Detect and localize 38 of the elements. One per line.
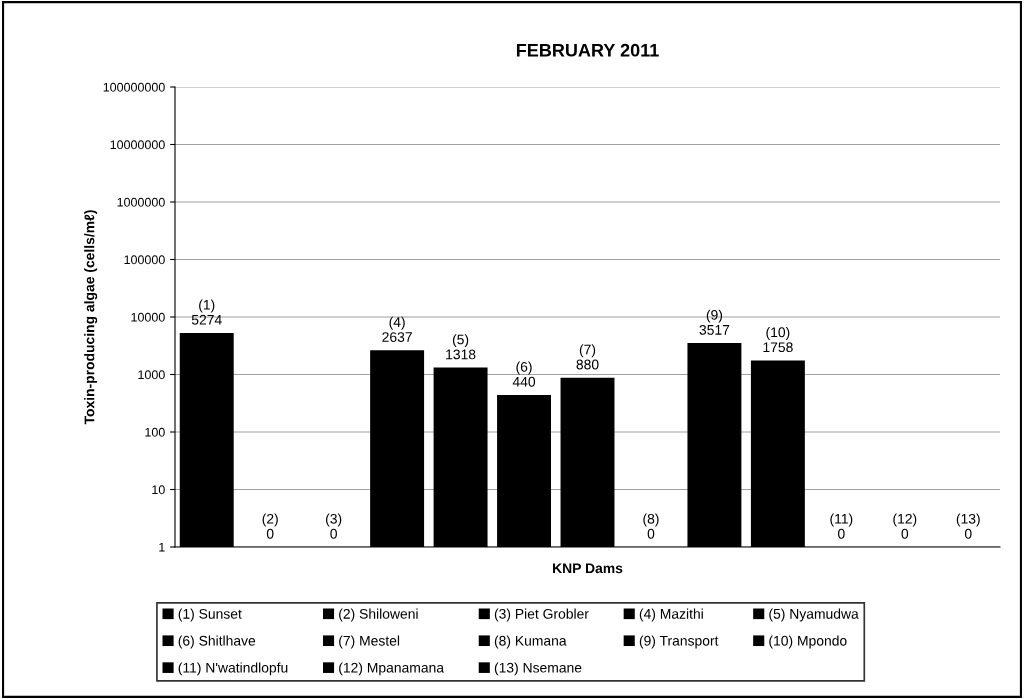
data-label: (6) 440 — [512, 361, 536, 387]
y-tick-label: 1 — [159, 542, 165, 552]
text: (2) 0 — [262, 513, 278, 539]
data-label: (4) 2637 — [382, 316, 412, 342]
legend-label: (10) Mpondo — [769, 635, 847, 649]
legend-label: (4) Mazithi — [639, 608, 703, 622]
legend-label: (11) N'watindlopfu — [178, 662, 288, 676]
x-axis-title: KNP Dams — [553, 563, 623, 574]
legend-label: (1) Sunset — [178, 608, 242, 622]
data-label: (5) 1318 — [446, 334, 476, 360]
y-tick-label: 10000 — [131, 312, 165, 322]
data-label: (1) 5274 — [191, 299, 222, 325]
y-tick-label: 100 — [145, 427, 165, 437]
legend-label: (6) Shitlhave — [178, 635, 256, 649]
y-axis-title: Toxin-producing algae (cells/mℓ) — [84, 210, 98, 425]
y-tick-label: 10 — [152, 485, 165, 495]
y-tick-label: 10000000 — [110, 140, 165, 150]
text: (12) 0 — [893, 513, 917, 539]
legend-label: (8) Kumana — [494, 635, 567, 649]
text: (11) 0 — [830, 513, 853, 539]
text: (3) 0 — [326, 513, 342, 539]
legend-label: (12) Mpanamana — [339, 662, 445, 676]
legend-label: (7) Mestel — [339, 635, 400, 649]
text: (13) 0 — [956, 513, 980, 539]
data-label: (7) 880 — [576, 344, 599, 370]
chart-title: FEBRUARY 2011 — [516, 43, 659, 57]
data-label: (9) 3517 — [699, 309, 730, 335]
y-tick-label: 1000000 — [117, 197, 165, 207]
legend-label: (13) Nsemane — [494, 662, 582, 676]
legend-label: (2) Shiloweni — [339, 608, 418, 622]
y-tick-label: 100000 — [124, 255, 165, 265]
text: (8) 0 — [643, 513, 659, 539]
legend-label: (3) Piet Grobler — [494, 608, 589, 622]
legend-label: (5) Nyamudwa — [769, 608, 859, 622]
y-tick-label: 100000000 — [103, 82, 165, 92]
legend-label: (9) Transport — [639, 635, 719, 649]
data-label: (10) 1758 — [763, 326, 793, 353]
y-tick-label: 1000 — [138, 370, 165, 380]
